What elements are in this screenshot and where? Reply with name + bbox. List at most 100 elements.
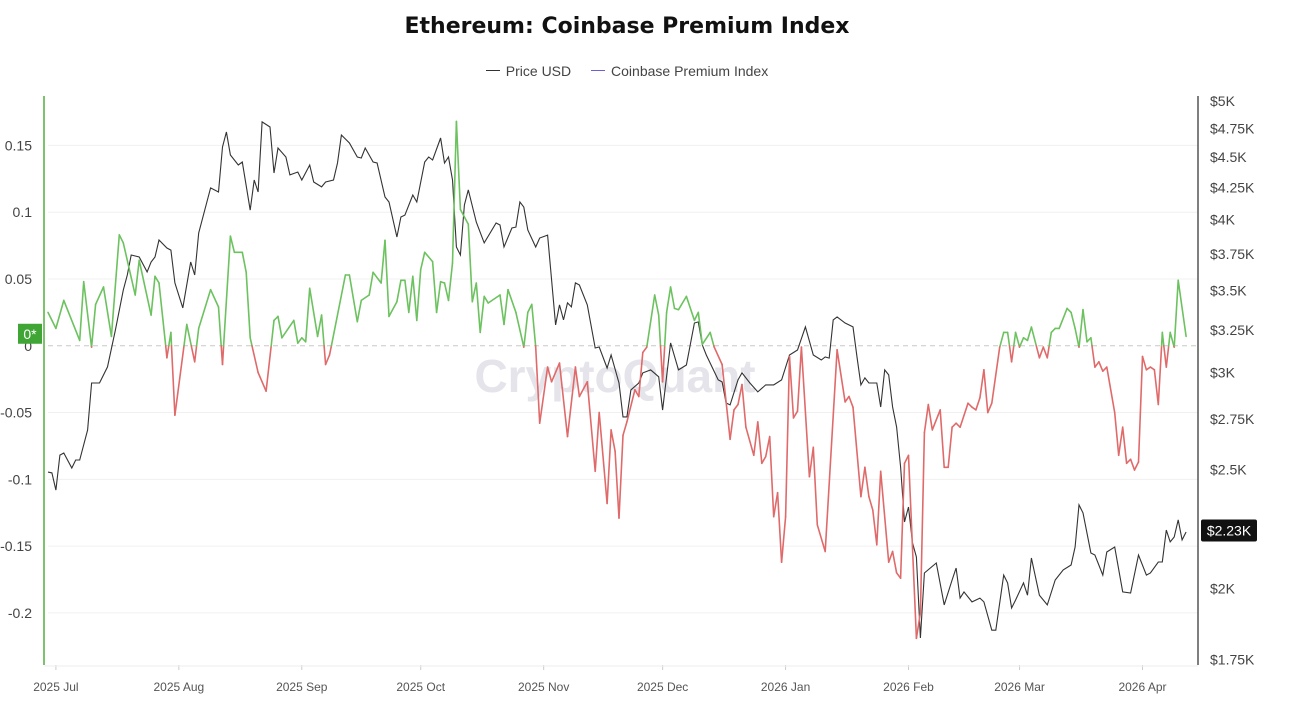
premium-segment-negative	[1038, 346, 1045, 359]
premium-segment-positive	[330, 274, 347, 347]
premium-segment-positive	[415, 268, 422, 322]
premium-segment-positive	[653, 294, 660, 316]
x-tick-label: 2025 Oct	[396, 680, 445, 694]
premium-segment-negative	[251, 344, 259, 374]
premium-segment-positive	[90, 303, 97, 347]
premium-segment-negative	[768, 435, 775, 518]
y-right-tick-label: $3K	[1210, 365, 1236, 381]
premium-segment-positive	[384, 239, 390, 318]
premium-segment-negative	[1046, 344, 1050, 359]
premium-segment-negative	[1129, 458, 1136, 471]
premium-segment-negative	[1165, 344, 1170, 368]
premium-segment-positive	[222, 235, 232, 347]
premium-segment-positive	[411, 275, 418, 322]
premium-segment-positive	[503, 288, 509, 326]
premium-segment-negative	[534, 346, 541, 425]
premium-segment-negative	[737, 383, 743, 406]
premium-segment-positive	[78, 280, 85, 342]
premium-segment-negative	[1117, 426, 1124, 457]
premium-segment-negative	[1149, 366, 1156, 371]
premium-segment-negative	[324, 354, 331, 366]
premium-segment-negative	[174, 344, 185, 417]
premium-segment-negative	[1121, 426, 1128, 465]
premium-segment-positive	[62, 299, 81, 342]
premium-segment-positive	[281, 319, 295, 339]
legend-item-price-usd[interactable]: Price USD	[485, 63, 571, 79]
premium-segment-negative	[967, 402, 973, 409]
premium-segment-positive	[122, 242, 136, 296]
x-tick-label: 2025 Dec	[637, 680, 688, 694]
premium-segment-positive	[455, 120, 462, 211]
premium-segment-negative	[760, 455, 767, 465]
legend-swatch-premium	[591, 70, 606, 71]
premium-segment-negative	[812, 446, 819, 526]
premium-segment-positive	[217, 306, 222, 347]
premium-segment-negative	[1113, 411, 1120, 457]
premium-segment-positive	[665, 286, 672, 314]
premium-segment-negative	[844, 395, 850, 403]
premium-segment-positive	[1173, 279, 1179, 347]
premium-segment-positive	[431, 260, 438, 314]
premium-segment-positive	[507, 288, 517, 314]
y-right-tick-label: $4.25K	[1210, 179, 1255, 195]
premium-segment-positive	[197, 288, 212, 330]
premium-segment-positive	[316, 314, 323, 338]
premium-segment-positive	[677, 295, 688, 311]
y-left-tick-label: 0.15	[5, 137, 32, 153]
y-right-tick-label: $2.5K	[1210, 462, 1247, 478]
premium-segment-negative	[979, 368, 985, 399]
premium-segment-negative	[729, 409, 735, 441]
zero-badge	[18, 323, 42, 344]
premium-segment-negative	[879, 470, 890, 564]
premium-segment-positive	[1167, 331, 1171, 347]
premium-segment-negative	[257, 371, 267, 393]
premium-segment-positive	[1090, 336, 1093, 347]
x-tick-label: 2026 Feb	[883, 680, 934, 694]
premium-segment-positive	[195, 327, 200, 347]
premium-segment-negative	[756, 421, 763, 465]
premium-segment-positive	[138, 259, 152, 316]
premium-segment-positive	[459, 208, 470, 225]
premium-segment-negative	[887, 550, 894, 564]
premium-segment-negative	[824, 348, 838, 553]
premium-segment-positive	[229, 235, 236, 254]
premium-segment-positive	[245, 271, 251, 339]
premium-segment-positive	[499, 294, 505, 326]
premium-segment-positive	[1058, 307, 1068, 330]
premium-segment-negative	[170, 344, 176, 417]
y-right-tick-label: $3.5K	[1210, 283, 1247, 299]
premium-segment-positive	[479, 295, 486, 334]
premium-segment-positive	[530, 303, 537, 347]
premium-segment-negative	[637, 351, 644, 398]
price-usd-line	[47, 120, 1187, 639]
y-left-tick-label: -0.15	[0, 538, 32, 554]
premium-segment-negative	[1035, 344, 1041, 359]
premium-segment-positive	[270, 319, 275, 347]
premium-segment-positive	[55, 299, 65, 330]
premium-segment-negative	[752, 421, 759, 457]
premium-segment-negative	[780, 515, 787, 564]
premium-segment-positive	[292, 319, 299, 344]
x-tick-label: 2026 Jan	[761, 680, 810, 694]
premium-segment-positive	[154, 275, 160, 284]
premium-segment-positive	[47, 311, 57, 330]
premium-segment-negative	[745, 426, 755, 457]
y-left-tick-label: -0.1	[8, 471, 32, 487]
premium-segment-positive	[663, 311, 668, 347]
premium-segment-positive	[447, 262, 454, 302]
legend-item-coinbase-premium-index[interactable]: Coinbase Premium Index	[591, 63, 768, 79]
premium-segment-negative	[598, 411, 608, 505]
premium-segment-positive	[701, 331, 712, 346]
premium-segment-positive	[356, 299, 363, 323]
premium-segment-negative	[641, 346, 648, 354]
premium-segment-negative	[550, 362, 561, 383]
premium-segment-positive	[150, 275, 156, 316]
premium-segment-negative	[1163, 344, 1168, 368]
premium-segment-negative	[792, 410, 799, 419]
premium-segment-negative	[566, 366, 577, 438]
premium-segment-negative	[990, 346, 1001, 405]
premium-segment-positive	[483, 295, 490, 304]
premium-segment-negative	[919, 431, 926, 614]
legend-swatch-price	[485, 70, 500, 71]
